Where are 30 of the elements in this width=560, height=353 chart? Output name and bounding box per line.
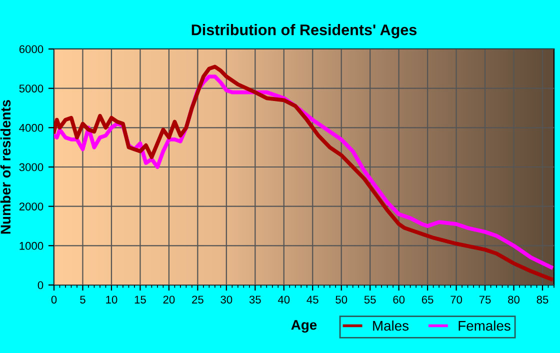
x-tick-label: 20 xyxy=(163,296,175,304)
y-tick-label: 4000 xyxy=(19,124,44,132)
y-tick-label: 5000 xyxy=(19,84,44,92)
x-tick-label: 25 xyxy=(192,296,204,304)
x-tick-label: 55 xyxy=(364,296,376,304)
y-tick-label: 6000 xyxy=(19,45,44,54)
y-tick-label: 0 xyxy=(38,281,44,290)
x-tick-label: 80 xyxy=(508,296,520,304)
x-tick-label: 0 xyxy=(51,296,57,304)
x-tick-label: 50 xyxy=(336,296,348,304)
x-tick-label: 30 xyxy=(220,296,232,304)
legend-label: Males xyxy=(373,320,409,331)
y-tick-label: 3000 xyxy=(19,163,44,172)
x-tick-label: 70 xyxy=(450,296,462,304)
x-tick-label: 5 xyxy=(80,296,86,304)
x-tick-label: 15 xyxy=(134,296,146,304)
y-tick-label: 1000 xyxy=(20,242,44,250)
x-tick-label: 45 xyxy=(306,296,318,304)
x-tick-label: 75 xyxy=(479,296,491,304)
x-tick-label: 35 xyxy=(249,296,261,304)
y-axis-title: Number of residents xyxy=(0,100,11,234)
x-tick-label: 65 xyxy=(422,296,434,304)
x-axis-title: Age xyxy=(291,320,317,333)
x-tick-label: 60 xyxy=(393,296,405,304)
y-tick-label: 2000 xyxy=(19,202,44,210)
x-tick-label: 40 xyxy=(278,296,290,304)
legend-label: Females xyxy=(458,320,510,331)
x-tick-label: 10 xyxy=(106,296,118,304)
chart-title: Distribution of Residents' Ages xyxy=(192,24,417,38)
x-tick-label: 85 xyxy=(536,296,548,304)
